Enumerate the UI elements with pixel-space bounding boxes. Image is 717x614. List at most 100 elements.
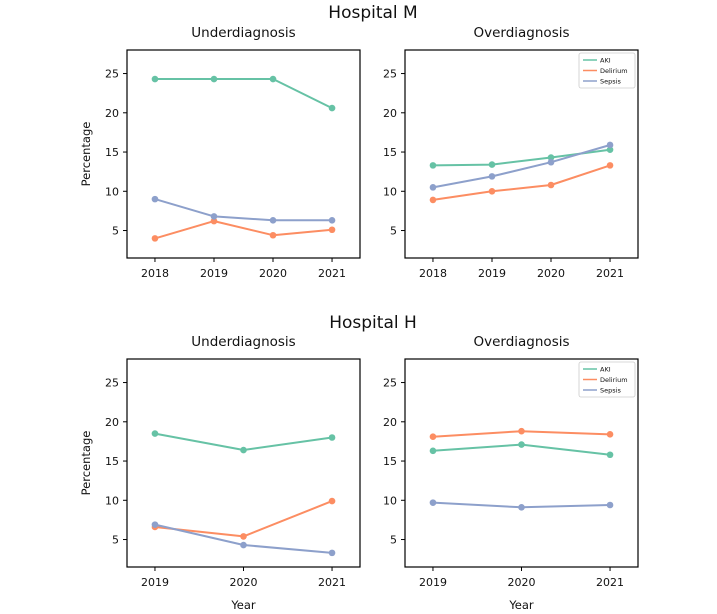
panel-1-point-sepsis: [151, 195, 159, 203]
panel-2-point-aki: [429, 162, 437, 169]
panel-1-frame: [126, 49, 361, 259]
hospital-m-title: Hospital M: [328, 3, 417, 23]
panel-3-point-aki: [328, 434, 336, 441]
panel-2-line-sepsis: [432, 144, 611, 189]
panel-2-xtick-label: 2021: [596, 267, 624, 280]
panel-3-point-delirium: [328, 497, 336, 505]
panel-1-point-delirium: [151, 235, 159, 242]
panel-4-xtick-label: 2019: [419, 576, 447, 589]
panel-2-frame: [404, 49, 639, 259]
panel-3-ytick-label: 15: [105, 455, 119, 468]
panel-1-xtick-label: 2019: [200, 267, 228, 280]
panel-3-point-aki: [240, 446, 247, 454]
panel-4-legend-label-sepsis: Sepsis: [600, 387, 621, 395]
panel-2-point-delirium: [547, 181, 555, 189]
panel-3-ylabel: Percentage: [79, 431, 93, 496]
panel-4-point-delirium: [429, 433, 437, 441]
panel-1-point-aki: [328, 104, 336, 112]
panel-3-point-delirium: [240, 533, 247, 540]
panel-4-ytick-label: 10: [383, 494, 397, 507]
panel-1-ylabel: Percentage: [79, 122, 93, 187]
panel-1-xtick-label: 2018: [141, 267, 169, 280]
panel-4-ytick-label: 15: [383, 455, 397, 468]
panel-2-title: Overdiagnosis: [473, 25, 569, 41]
panel-2-point-sepsis: [488, 173, 496, 180]
panel-1-point-aki: [269, 75, 277, 83]
panel-2-ytick-label: 25: [383, 68, 397, 81]
panel-1-point-sepsis: [328, 217, 336, 224]
panel-3-xtick-label: 2019: [141, 576, 169, 589]
panel-4-point-delirium: [518, 427, 525, 435]
panel-4-point-sepsis: [518, 504, 525, 511]
panel-2-legend-box: [578, 52, 636, 89]
panel-4-point-sepsis: [606, 501, 614, 509]
panel-1-ytick-label: 25: [105, 68, 119, 81]
panel-1-ytick-label: 10: [105, 185, 119, 198]
panel-4-point-delirium: [606, 431, 614, 438]
panel-4-point-aki: [606, 451, 614, 459]
panel-2-legend-label-delirium: Delirium: [600, 67, 628, 75]
panel-4-ytick-label: 20: [383, 416, 397, 429]
panel-2-point-aki: [606, 146, 614, 153]
panel-2-point-delirium: [429, 196, 437, 204]
panel-2-point-delirium: [606, 162, 614, 169]
panel-1-ytick-label: 20: [105, 107, 119, 120]
panel-2-legend-label-sepsis: Sepsis: [600, 78, 621, 86]
panel-4-point-aki: [518, 441, 525, 448]
panel-3-ytick-label: 10: [105, 494, 119, 507]
panel-3-xtick-label: 2020: [230, 576, 258, 589]
panel-3-ytick-label: 20: [105, 416, 119, 429]
panel-2-ytick-label: 5: [390, 225, 397, 238]
panel-1-line-sepsis: [154, 198, 332, 222]
panel-3-xtick-label: 2021: [318, 576, 346, 589]
panel-4-ytick-label: 25: [383, 377, 397, 390]
panel-3-xlabel: Year: [230, 598, 256, 612]
panel-4-xlabel: Year: [508, 598, 534, 612]
panel-2-xtick-label: 2020: [537, 267, 565, 280]
panel-4-xtick-label: 2020: [508, 576, 536, 589]
panel-1-point-delirium: [328, 226, 336, 234]
panel-1-point-aki: [210, 75, 218, 83]
panel-2-xtick-label: 2019: [478, 267, 506, 280]
panel-2-point-sepsis: [606, 141, 614, 149]
panel-4-title: Overdiagnosis: [473, 334, 569, 350]
panel-4-point-aki: [429, 447, 437, 455]
panel-3-point-aki: [151, 430, 159, 437]
panel-1-point-sepsis: [210, 213, 218, 220]
panel-1-line-delirium: [154, 220, 333, 240]
panel-1-title: Underdiagnosis: [191, 25, 295, 41]
panel-1-line-aki: [155, 78, 333, 109]
panel-2-point-sepsis: [547, 158, 555, 166]
panel-2-legend-label-aki: AKI: [600, 57, 611, 65]
panel-1-ytick-label: 5: [112, 225, 119, 238]
panel-2-line-delirium: [432, 164, 611, 201]
panel-1-xtick-label: 2020: [259, 267, 287, 280]
panel-1-xtick-label: 2021: [318, 267, 346, 280]
panel-3-point-sepsis: [151, 521, 159, 528]
panel-1-point-sepsis: [269, 217, 277, 224]
panel-3-title: Underdiagnosis: [191, 334, 295, 350]
hospital-h-title: Hospital H: [329, 313, 417, 333]
panel-2-xtick-label: 2018: [419, 267, 447, 280]
panel-4-ytick-label: 5: [390, 534, 397, 547]
panel-1-ytick-label: 15: [105, 146, 119, 159]
panel-1-point-aki: [151, 75, 159, 83]
panel-2-point-aki: [488, 161, 496, 168]
panel-1-point-delirium: [269, 231, 277, 239]
panel-3-point-sepsis: [240, 541, 247, 549]
panel-4-xtick-label: 2021: [596, 576, 624, 589]
panel-4-legend-box: [578, 361, 636, 398]
panel-2-ytick-label: 10: [383, 185, 397, 198]
panel-4-legend-label-aki: AKI: [600, 366, 611, 374]
panel-2-point-sepsis: [429, 184, 437, 191]
panel-3-point-sepsis: [328, 549, 336, 557]
panel-4-point-sepsis: [429, 499, 437, 506]
panel-3-ytick-label: 25: [105, 377, 119, 390]
panel-2-point-delirium: [488, 187, 496, 195]
panel-3-ytick-label: 5: [112, 534, 119, 547]
panel-2-point-aki: [547, 154, 555, 161]
panel-2-ytick-label: 20: [383, 107, 397, 120]
panel-1-point-delirium: [210, 217, 218, 225]
